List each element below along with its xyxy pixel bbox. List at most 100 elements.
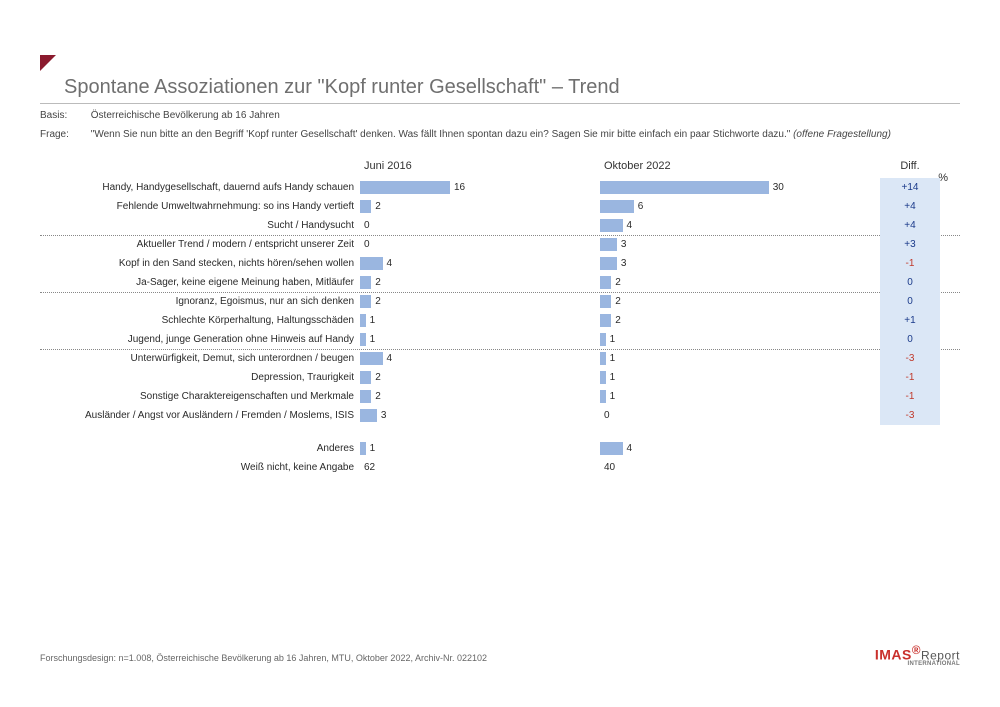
bar-cell-2022: 1: [600, 387, 810, 406]
value-2016: 4: [387, 353, 393, 364]
row-label: Ausländer / Angst vor Ausländern / Fremd…: [40, 410, 360, 421]
row-label: Aktueller Trend / modern / entspricht un…: [40, 239, 360, 250]
table-row: Jugend, junge Generation ohne Hinweis au…: [40, 330, 960, 349]
footer-text: Forschungsdesign: n=1.008, Österreichisc…: [40, 653, 487, 663]
bar-cell-2016: 4: [360, 254, 570, 273]
value-2016: 2: [375, 296, 381, 307]
bar-cell-2016: 2: [360, 292, 570, 311]
value-2022: 30: [773, 182, 784, 193]
diff-cell: -1: [880, 254, 940, 273]
bar-cell-2022: 2: [600, 273, 810, 292]
bar-2016: [360, 314, 366, 327]
row-label: Unterwürfigkeit, Demut, sich unterordnen…: [40, 353, 360, 364]
bar-cell-2016: 3: [360, 406, 570, 425]
table-row: Depression, Traurigkeit21-1: [40, 368, 960, 387]
frage-text: "Wenn Sie nun bitte an den Begriff 'Kopf…: [91, 129, 791, 140]
diff-cell: -3: [880, 406, 940, 425]
value-2016: 16: [454, 182, 465, 193]
header-col2: Oktober 2022: [600, 160, 810, 172]
bar-cell-2022: 1: [600, 368, 810, 387]
value-2022: 1: [610, 334, 616, 345]
row-label: Schlechte Körperhaltung, Haltungsschäden: [40, 315, 360, 326]
bar-cell-2016: 4: [360, 349, 570, 368]
bar-2016: [360, 390, 371, 403]
frage-suffix: (offene Fragestellung): [793, 129, 891, 140]
row-label: Jugend, junge Generation ohne Hinweis au…: [40, 334, 360, 345]
table-row: Kopf in den Sand stecken, nichts hören/s…: [40, 254, 960, 273]
bar-cell-2016: 2: [360, 368, 570, 387]
bar-cell-2016: 2: [360, 197, 570, 216]
table-row: Unterwürfigkeit, Demut, sich unterordnen…: [40, 349, 960, 368]
row-label: Weiß nicht, keine Angabe: [40, 462, 360, 473]
value-2022: 3: [621, 258, 627, 269]
bar-cell-2016: 0: [360, 216, 570, 235]
value-2022: 40: [604, 462, 615, 473]
bar-2022: [600, 200, 634, 213]
bar-cell-2022: 4: [600, 439, 810, 458]
diff-cell: [880, 458, 940, 477]
table-row: Handy, Handygesellschaft, dauernd aufs H…: [40, 178, 960, 197]
title-row: Spontane Assoziationen zur "Kopf runter …: [40, 70, 960, 104]
table-row: Sonstige Charaktereigenschaften und Merk…: [40, 387, 960, 406]
row-label: Sucht / Handysucht: [40, 220, 360, 231]
row-label: Kopf in den Sand stecken, nichts hören/s…: [40, 258, 360, 269]
diff-cell: 0: [880, 292, 940, 311]
logo-sup: ®: [912, 644, 921, 657]
value-2016: 0: [364, 220, 370, 231]
bar-2016: [360, 409, 377, 422]
diff-cell: +14: [880, 178, 940, 197]
bar-2022: [600, 442, 623, 455]
value-2022: 3: [621, 239, 627, 250]
bar-2016: [360, 181, 450, 194]
value-2016: 2: [375, 391, 381, 402]
bar-2016: [360, 333, 366, 346]
bar-cell-2016: 1: [360, 330, 570, 349]
basis-text: Österreichische Bevölkerung ab 16 Jahren: [91, 110, 280, 121]
bar-cell-2016: 0: [360, 235, 570, 254]
table-row: Sucht / Handysucht 0 4 +4: [40, 216, 960, 235]
value-2022: 1: [610, 391, 616, 402]
bar-2022: [600, 276, 611, 289]
value-2022: 2: [615, 296, 621, 307]
diff-cell: +4: [880, 216, 940, 235]
table-row: Ignoranz, Egoismus, nur an sich denken22…: [40, 292, 960, 311]
bar-cell-2016: 1: [360, 439, 570, 458]
table-row: Weiß nicht, keine Angabe62 40: [40, 458, 960, 477]
value-2022: 2: [615, 315, 621, 326]
row-label: Anderes: [40, 443, 360, 454]
value-2022: 0: [604, 410, 610, 421]
bar-cell-2016: 62: [360, 458, 570, 477]
value-2016: 0: [364, 239, 370, 250]
bar-cell-2022: 30: [600, 178, 810, 197]
diff-cell: [880, 439, 940, 458]
value-2022: 6: [638, 201, 644, 212]
bar-2022: [600, 390, 606, 403]
bar-2016: [360, 257, 383, 270]
diff-cell: +3: [880, 235, 940, 254]
bar-2022: [600, 314, 611, 327]
bar-2022: [600, 371, 606, 384]
bar-2016: [360, 200, 371, 213]
value-2016: 1: [370, 443, 376, 454]
bar-cell-2016: 1: [360, 311, 570, 330]
bar-cell-2022: 2: [600, 311, 810, 330]
bar-cell-2022: 0: [600, 406, 810, 425]
column-headers: Juni 2016 Oktober 2022 Diff.: [40, 160, 960, 172]
value-2016: 1: [370, 315, 376, 326]
page-title: Spontane Assoziationen zur "Kopf runter …: [64, 76, 960, 99]
value-2022: 2: [615, 277, 621, 288]
chart: Juni 2016 Oktober 2022 Diff. Handy, Hand…: [40, 160, 960, 477]
row-label: Handy, Handygesellschaft, dauernd aufs H…: [40, 182, 360, 193]
value-2016: 4: [387, 258, 393, 269]
value-2022: 4: [627, 443, 633, 454]
bar-2016: [360, 276, 371, 289]
bar-2016: [360, 352, 383, 365]
value-2016: 2: [375, 201, 381, 212]
bar-2022: [600, 352, 606, 365]
value-2016: 3: [381, 410, 387, 421]
bar-2016: [360, 442, 366, 455]
meta-frage: Frage: "Wenn Sie nun bitte an den Begrif…: [40, 123, 960, 142]
value-2022: 4: [627, 220, 633, 231]
diff-cell: +1: [880, 311, 940, 330]
value-2022: 1: [610, 372, 616, 383]
